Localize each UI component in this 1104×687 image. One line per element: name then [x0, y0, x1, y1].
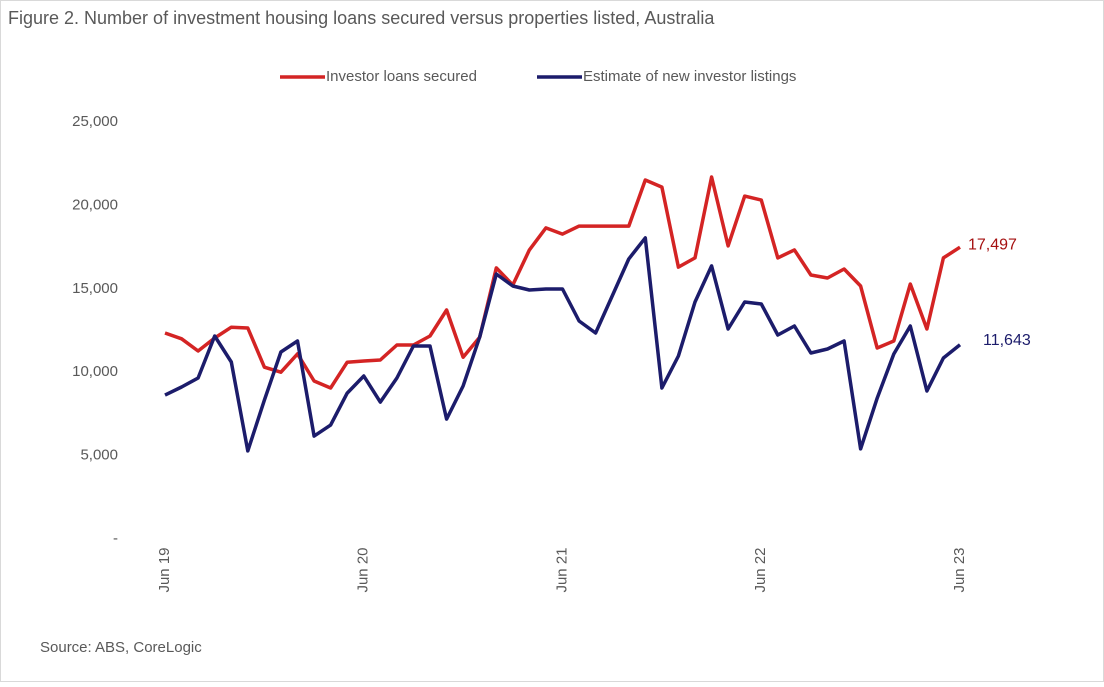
legend-label: Estimate of new investor listings — [583, 68, 796, 85]
source-note: Source: ABS, CoreLogic — [40, 639, 202, 656]
y-tick-label: 5,000 — [80, 447, 118, 464]
value-label: 17,497 — [968, 236, 1017, 253]
x-tick-label: Jun 19 — [156, 547, 173, 592]
y-tick-label: 15,000 — [72, 280, 118, 297]
series-line — [164, 236, 962, 453]
x-tick-label: Jun 21 — [553, 547, 570, 592]
x-tick-label: Jun 20 — [355, 547, 372, 592]
x-tick-label: Jun 23 — [951, 547, 968, 592]
chart-title: Figure 2. Number of investment housing l… — [8, 8, 715, 28]
y-tick-label: 25,000 — [72, 113, 118, 130]
value-label: 11,643 — [983, 332, 1031, 349]
legend-label: Investor loans secured — [326, 68, 477, 85]
y-tick-label: 10,000 — [72, 363, 118, 380]
x-tick-label: Jun 22 — [752, 547, 769, 592]
y-tick-label: 20,000 — [72, 196, 118, 213]
series-line — [164, 175, 961, 390]
y-tick-label: - — [113, 530, 118, 547]
